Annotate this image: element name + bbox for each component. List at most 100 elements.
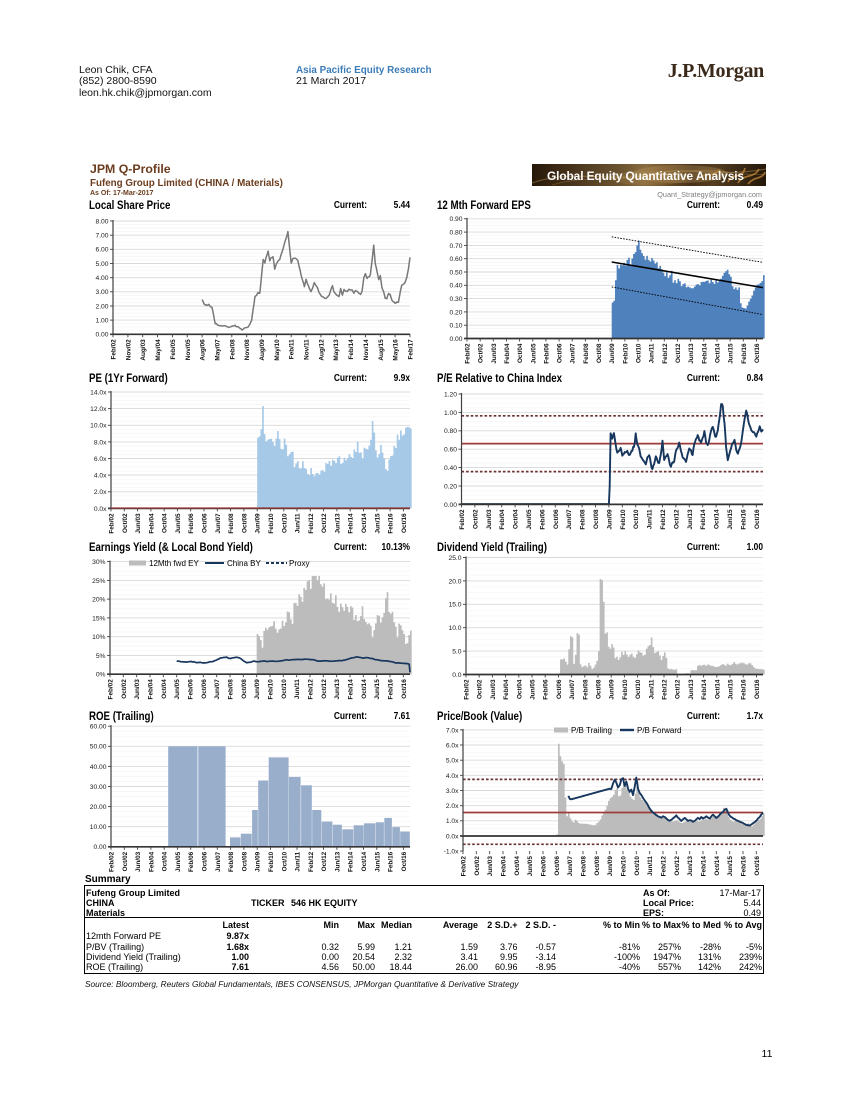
svg-text:1.00: 1.00 — [95, 318, 108, 325]
svg-text:Jun/07: Jun/07 — [566, 509, 573, 530]
svg-text:Feb/06: Feb/06 — [539, 509, 546, 530]
svg-text:Feb/12: Feb/12 — [662, 343, 669, 364]
svg-text:0.60: 0.60 — [444, 447, 457, 454]
svg-text:5%: 5% — [96, 653, 106, 660]
svg-text:Feb/10: Feb/10 — [620, 509, 627, 530]
svg-text:Oct/12: Oct/12 — [675, 679, 682, 699]
svg-text:15%: 15% — [92, 615, 105, 622]
svg-text:Jun/13: Jun/13 — [687, 856, 694, 877]
svg-text:0.00: 0.00 — [449, 336, 462, 343]
svg-text:Oct/04: Oct/04 — [517, 343, 524, 363]
svg-text:Feb/04: Feb/04 — [504, 343, 511, 364]
svg-text:Oct/02: Oct/02 — [478, 343, 485, 363]
svg-text:Feb/02: Feb/02 — [108, 679, 115, 700]
svg-text:12Mth fwd EY: 12Mth fwd EY — [149, 559, 199, 568]
svg-text:Oct/08: Oct/08 — [241, 679, 248, 699]
svg-text:Oct/10: Oct/10 — [634, 856, 641, 876]
svg-text:Jun/09: Jun/09 — [609, 679, 616, 700]
svg-text:Jun/13: Jun/13 — [687, 509, 694, 530]
svg-text:Oct/06: Oct/06 — [202, 513, 209, 533]
svg-text:Aug/06: Aug/06 — [200, 339, 207, 361]
svg-text:Feb/06: Feb/06 — [541, 856, 548, 877]
svg-text:P/B Forward: P/B Forward — [637, 726, 681, 735]
svg-text:4.0x: 4.0x — [94, 473, 107, 480]
svg-text:Jun/09: Jun/09 — [255, 513, 262, 534]
svg-text:40.00: 40.00 — [90, 764, 107, 771]
svg-text:Oct/10: Oct/10 — [281, 513, 288, 533]
svg-text:7.0x: 7.0x — [446, 727, 459, 734]
svg-text:Oct/08: Oct/08 — [241, 513, 248, 533]
svg-text:Feb/04: Feb/04 — [148, 851, 155, 872]
svg-text:Jun/11: Jun/11 — [295, 513, 302, 533]
svg-text:Oct/14: Oct/14 — [714, 856, 721, 876]
svg-text:Oct/16: Oct/16 — [754, 679, 761, 699]
svg-text:Feb/16: Feb/16 — [388, 513, 395, 534]
svg-text:Feb/14: Feb/14 — [700, 509, 707, 530]
svg-text:0.80: 0.80 — [449, 230, 462, 237]
svg-text:Nov/08: Nov/08 — [244, 339, 251, 360]
svg-text:25%: 25% — [92, 578, 105, 585]
svg-text:12.0x: 12.0x — [90, 406, 107, 413]
svg-text:Feb/14: Feb/14 — [701, 856, 708, 877]
svg-text:60.00: 60.00 — [90, 724, 107, 731]
svg-text:0.60: 0.60 — [449, 256, 462, 263]
svg-text:14.0x: 14.0x — [90, 389, 107, 396]
svg-text:Jun/05: Jun/05 — [175, 851, 182, 872]
svg-text:Jun/03: Jun/03 — [486, 509, 493, 530]
svg-text:Jun/11: Jun/11 — [294, 679, 301, 699]
svg-text:Oct/06: Oct/06 — [202, 851, 209, 871]
svg-text:30.00: 30.00 — [90, 784, 107, 791]
svg-text:Jun/05: Jun/05 — [530, 343, 537, 364]
svg-text:Feb/02: Feb/02 — [461, 856, 468, 877]
svg-text:Oct/02: Oct/02 — [477, 679, 484, 699]
svg-text:Jun/03: Jun/03 — [487, 856, 494, 877]
svg-text:50.00: 50.00 — [90, 744, 107, 751]
svg-text:Oct/04: Oct/04 — [516, 679, 523, 699]
svg-text:Jun/05: Jun/05 — [527, 856, 534, 877]
svg-text:Feb/04: Feb/04 — [503, 679, 510, 700]
svg-text:25.0: 25.0 — [448, 555, 461, 562]
svg-text:2.0x: 2.0x — [94, 489, 107, 496]
svg-text:10%: 10% — [92, 634, 105, 641]
svg-text:Oct/02: Oct/02 — [474, 856, 481, 876]
svg-text:Oct/16: Oct/16 — [754, 509, 761, 529]
svg-text:15.0: 15.0 — [448, 602, 461, 609]
svg-text:Oct/04: Oct/04 — [162, 513, 169, 533]
svg-text:Feb/08: Feb/08 — [583, 343, 590, 364]
svg-text:10.0: 10.0 — [448, 625, 461, 632]
svg-text:Feb/06: Feb/06 — [188, 513, 195, 534]
svg-text:Feb/02: Feb/02 — [111, 339, 118, 360]
svg-text:Oct/02: Oct/02 — [122, 513, 129, 533]
svg-text:0.80: 0.80 — [444, 428, 457, 435]
svg-text:Jun/11: Jun/11 — [647, 856, 654, 876]
svg-text:Jun/07: Jun/07 — [569, 679, 576, 700]
svg-text:Jun/03: Jun/03 — [135, 513, 142, 534]
svg-text:Feb/10: Feb/10 — [268, 851, 275, 872]
svg-text:Feb/16: Feb/16 — [741, 856, 748, 877]
svg-text:Oct/12: Oct/12 — [673, 509, 680, 529]
svg-text:Jun/07: Jun/07 — [215, 851, 222, 872]
svg-text:0.90: 0.90 — [449, 216, 462, 223]
svg-text:Jun/15: Jun/15 — [728, 679, 735, 700]
svg-text:Oct/06: Oct/06 — [557, 343, 564, 363]
svg-text:Feb/08: Feb/08 — [228, 513, 235, 534]
svg-text:Jun/09: Jun/09 — [606, 509, 613, 530]
svg-text:Feb/14: Feb/14 — [348, 679, 355, 700]
svg-text:Oct/16: Oct/16 — [401, 679, 408, 699]
svg-text:Nov/02: Nov/02 — [125, 339, 132, 360]
svg-text:Oct/08: Oct/08 — [241, 851, 248, 871]
svg-text:1.20: 1.20 — [444, 391, 457, 398]
svg-text:Oct/04: Oct/04 — [514, 856, 521, 876]
svg-text:Feb/06: Feb/06 — [543, 679, 550, 700]
svg-text:Nov/05: Nov/05 — [185, 339, 192, 360]
svg-text:Jun/15: Jun/15 — [374, 679, 381, 700]
svg-text:Jun/09: Jun/09 — [609, 343, 616, 364]
svg-text:Oct/06: Oct/06 — [554, 856, 561, 876]
svg-text:Feb/06: Feb/06 — [188, 851, 195, 872]
svg-text:Aug/03: Aug/03 — [140, 339, 147, 361]
svg-text:0.20: 0.20 — [449, 309, 462, 316]
svg-text:Feb/17: Feb/17 — [408, 339, 415, 360]
svg-text:May/07: May/07 — [214, 339, 221, 361]
svg-text:Feb/10: Feb/10 — [622, 679, 629, 700]
svg-text:Feb/08: Feb/08 — [581, 856, 588, 877]
